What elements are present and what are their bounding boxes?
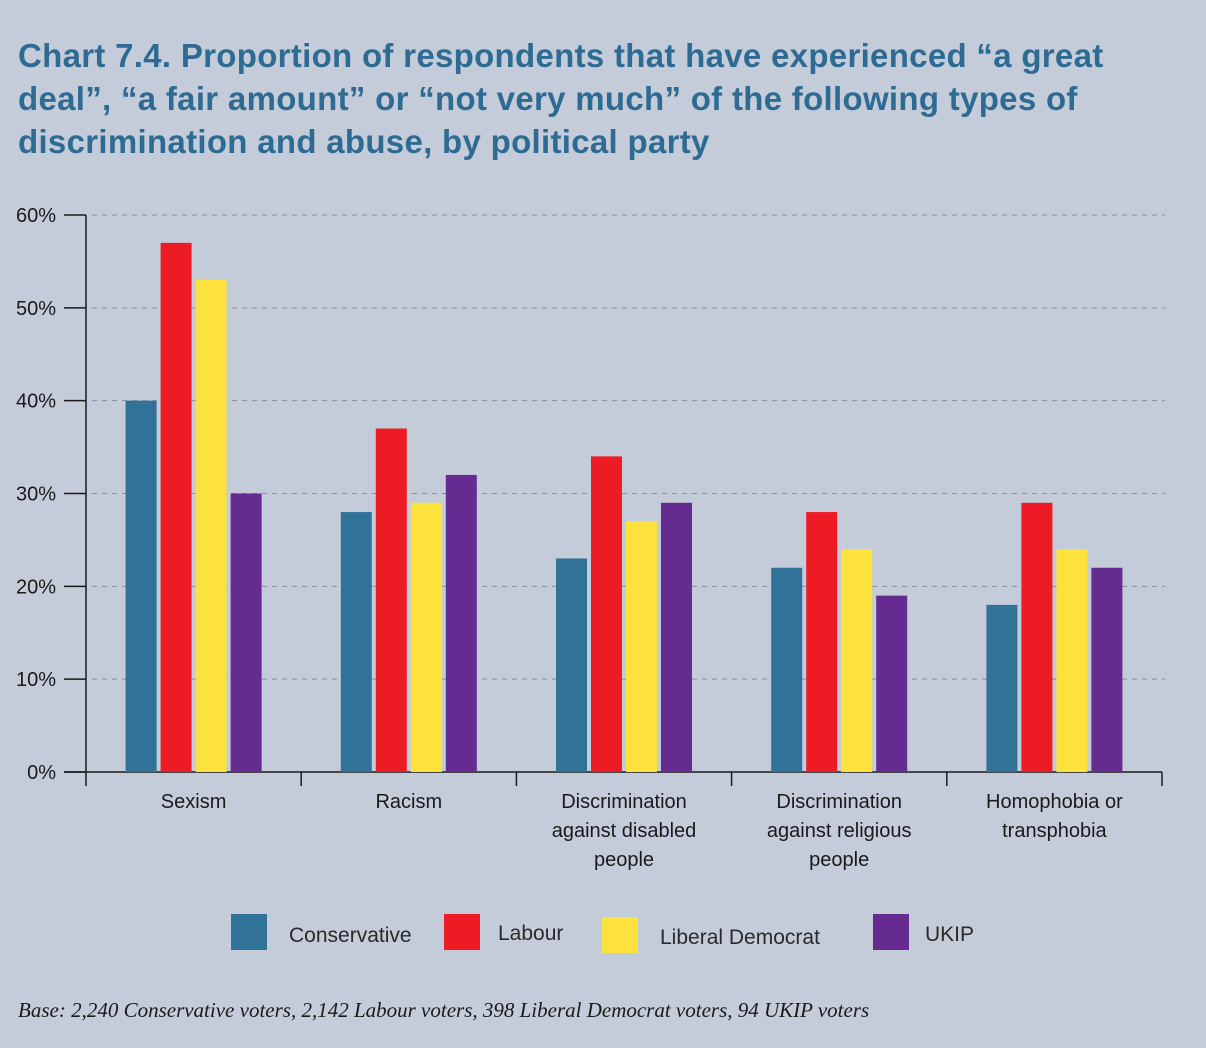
y-tick-label: 60% [16,205,56,227]
category-label: against disabled [552,820,697,842]
bar-labour [1021,502,1053,772]
bar-labour [375,428,407,772]
category-label: Homophobia or [986,791,1123,813]
category-label: people [809,849,869,871]
bar-conservative [125,400,157,772]
bar-liberal-democrat [626,521,657,772]
legend-swatch-liberal-democrat [602,917,638,953]
category-label: Racism [375,791,442,813]
category-label: Discrimination [776,791,902,813]
bar-conservative [340,512,372,772]
y-tick-label: 10% [16,669,56,691]
bar-liberal-democrat [195,279,227,772]
bar-ukip [1091,567,1123,772]
legend-swatch-ukip [873,914,909,950]
legend-label-ukip: UKIP [925,923,975,946]
legend-label-labour: Labour [498,922,564,945]
y-tick-label: 30% [16,484,56,506]
category-label: people [594,849,654,871]
y-tick-label: 20% [16,576,56,598]
legend-swatch-conservative [231,914,267,950]
y-tick-label: 40% [16,391,56,413]
category-label: Sexism [161,791,227,813]
bar-ukip [445,474,477,772]
bar-liberal-democrat [410,502,442,772]
y-tick-label: 50% [16,298,56,320]
bar-liberal-democrat [1056,549,1088,772]
chart-title: Chart 7.4. Proportion of respondents tha… [18,37,1104,160]
category-label: against religious [767,820,912,842]
y-tick-label: 0% [27,762,56,784]
bar-ukip [876,595,908,772]
bar-ukip [661,502,692,772]
legend: Conservative Labour Liberal Democrat UKI… [0,914,1206,954]
category-label: transphobia [1002,820,1107,842]
base-footnote: Base: 2,240 Conservative voters, 2,142 L… [18,998,870,1022]
legend-label-liberal-democrat: Liberal Democrat [660,926,820,949]
bar-labour [160,242,192,773]
bar-labour [806,512,838,772]
bar-conservative [771,567,803,772]
bar-chart: 0% 10% 20% 30% 40% 50% 60% Sexism Racism Discrimi… [16,205,1165,871]
legend-label-conservative: Conservative [289,924,412,947]
bar-liberal-democrat [841,549,873,772]
category-label: Discrimination [561,791,687,813]
bar-ukip [230,493,262,772]
legend-swatch-labour [444,914,480,950]
bar-labour [591,456,622,772]
bar-conservative [556,558,587,772]
bar-conservative [986,604,1018,772]
